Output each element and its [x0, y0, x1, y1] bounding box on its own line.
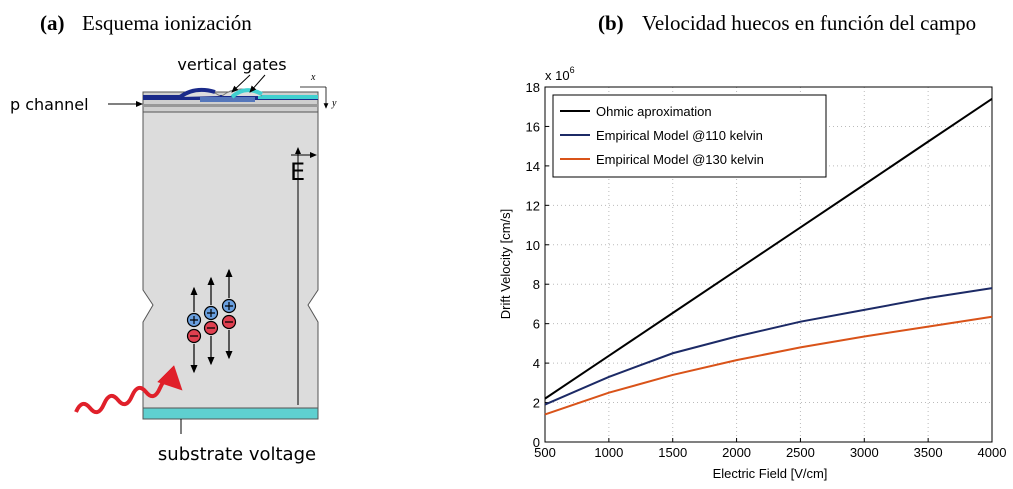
panel-label: (b)	[598, 11, 624, 35]
gate	[230, 88, 263, 99]
legend-label: Empirical Model @130 kelvin	[596, 152, 764, 167]
arrow	[231, 74, 251, 93]
x-tick-label: 2000	[722, 445, 751, 460]
panel-b: (b) Velocidad huecos en función del camp…	[498, 11, 1006, 481]
x-axis-label: Electric Field [V/cm]	[713, 466, 828, 481]
x-tick-label: 2500	[786, 445, 815, 460]
y-tick-label: 2	[533, 396, 540, 411]
y-scale-base: x 10	[545, 68, 570, 83]
gate	[200, 97, 255, 102]
y-tick-label: 4	[533, 356, 540, 371]
field-label: E	[290, 158, 305, 186]
x-tick-label: 3000	[850, 445, 879, 460]
y-tick-label: 6	[533, 317, 540, 332]
x-tick-label: 1000	[594, 445, 623, 460]
x-tick-label: 3500	[914, 445, 943, 460]
charges	[186, 268, 237, 374]
panel-a: (a) Esquema ionización vertical gates p …	[10, 11, 337, 465]
y-scale-label: x 106	[545, 65, 575, 83]
axis-y-label: y	[331, 98, 337, 109]
photon	[74, 365, 183, 415]
y-scale-exponent: 6	[570, 65, 575, 75]
panel-title: Esquema ionización	[82, 11, 252, 35]
y-tick-label: 10	[526, 238, 540, 253]
y-tick-label: 14	[526, 159, 540, 174]
y-axis-label: Drift Velocity [cm/s]	[498, 209, 513, 320]
x-tick-label: 500	[534, 445, 556, 460]
series-line	[544, 98, 993, 400]
legend-label: Ohmic aproximation	[596, 104, 712, 119]
substrate	[142, 407, 319, 420]
panel-label: (a)	[40, 11, 65, 35]
chart-title: Velocidad huecos en función del campo	[642, 11, 976, 35]
legend-label: Empirical Model @110 kelvin	[596, 128, 763, 143]
channel-label: p channel	[10, 95, 89, 114]
x-tick-label: 1500	[658, 445, 687, 460]
gates-label: vertical gates	[177, 55, 286, 74]
y-tick-label: 12	[526, 198, 540, 213]
y-tick-label: 0	[533, 435, 540, 450]
plot-frame	[544, 86, 993, 443]
axis-x-label: x	[310, 72, 316, 83]
gate-layer	[258, 95, 318, 99]
device-body	[142, 111, 319, 409]
series-line	[544, 315, 993, 416]
legend-box	[552, 94, 827, 178]
x-tick-label: 4000	[978, 445, 1007, 460]
arrow	[249, 74, 266, 93]
series-line	[544, 287, 993, 406]
y-tick-label: 8	[533, 277, 540, 292]
gate	[178, 87, 216, 99]
y-tick-label: 16	[526, 119, 540, 134]
channel-layer	[143, 104, 318, 107]
substrate-label: substrate voltage	[158, 444, 316, 465]
y-tick-label: 18	[526, 80, 540, 95]
